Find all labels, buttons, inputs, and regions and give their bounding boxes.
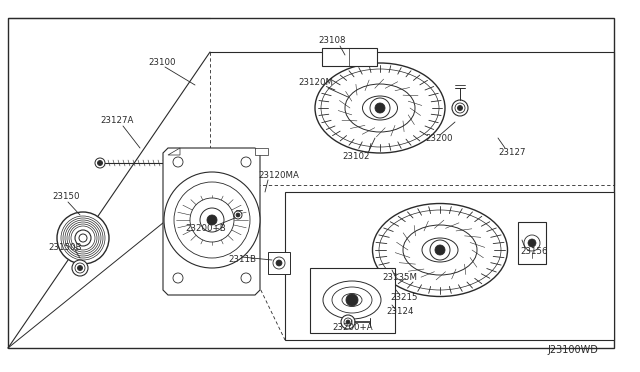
Text: 2311B: 2311B [228,256,256,264]
Text: 23127: 23127 [498,148,525,157]
Bar [285,192,614,340]
Text: 23215: 23215 [390,292,417,301]
Text: 23200: 23200 [425,134,452,142]
Circle shape [241,273,251,283]
Circle shape [190,198,234,242]
Circle shape [241,157,251,167]
Circle shape [435,245,445,255]
Text: J23100WD: J23100WD [547,345,598,355]
Circle shape [173,273,183,283]
Circle shape [346,320,350,324]
Text: 23120MA: 23120MA [258,170,299,180]
Circle shape [75,230,91,246]
Ellipse shape [315,63,445,153]
Circle shape [173,157,183,167]
Circle shape [207,215,217,225]
Ellipse shape [422,238,458,262]
Text: 23156: 23156 [520,247,547,257]
Circle shape [200,208,224,232]
Ellipse shape [345,84,415,132]
Circle shape [455,103,465,113]
Text: 23150: 23150 [52,192,79,201]
Bar [518,222,546,264]
Ellipse shape [372,203,508,296]
Circle shape [79,234,87,242]
Text: 23100: 23100 [148,58,175,67]
Polygon shape [255,148,268,155]
Text: 23200+B: 23200+B [185,224,226,232]
Text: 23127A: 23127A [100,115,133,125]
Circle shape [375,103,385,113]
Circle shape [97,160,102,166]
Circle shape [346,294,358,306]
Circle shape [72,260,88,276]
Circle shape [234,211,242,219]
Ellipse shape [362,96,397,120]
Circle shape [164,172,260,268]
Text: 23120M: 23120M [298,77,333,87]
Circle shape [528,239,536,247]
Circle shape [77,266,83,270]
Text: 23124: 23124 [386,308,413,317]
Circle shape [276,260,282,266]
Circle shape [174,182,250,258]
Polygon shape [163,148,260,295]
Circle shape [75,263,85,273]
Ellipse shape [332,287,372,313]
Text: 23150B: 23150B [48,244,81,253]
Bar [8,18,614,348]
Circle shape [236,213,240,217]
Circle shape [452,100,468,116]
Circle shape [430,240,450,260]
Bar [322,48,377,66]
Circle shape [341,315,355,329]
Ellipse shape [323,281,381,319]
Circle shape [344,318,352,326]
Circle shape [524,235,540,251]
Ellipse shape [403,225,477,275]
Polygon shape [168,148,180,155]
Text: 23200+A: 23200+A [332,324,372,333]
Ellipse shape [342,294,362,307]
Circle shape [57,212,109,264]
Circle shape [95,158,105,168]
Bar [268,252,290,274]
Circle shape [370,98,390,118]
Text: 23108: 23108 [318,35,346,45]
Circle shape [458,106,463,110]
Circle shape [273,257,285,269]
Text: 23135M: 23135M [382,273,417,282]
Text: 23102: 23102 [342,151,369,160]
Bar [310,268,395,333]
